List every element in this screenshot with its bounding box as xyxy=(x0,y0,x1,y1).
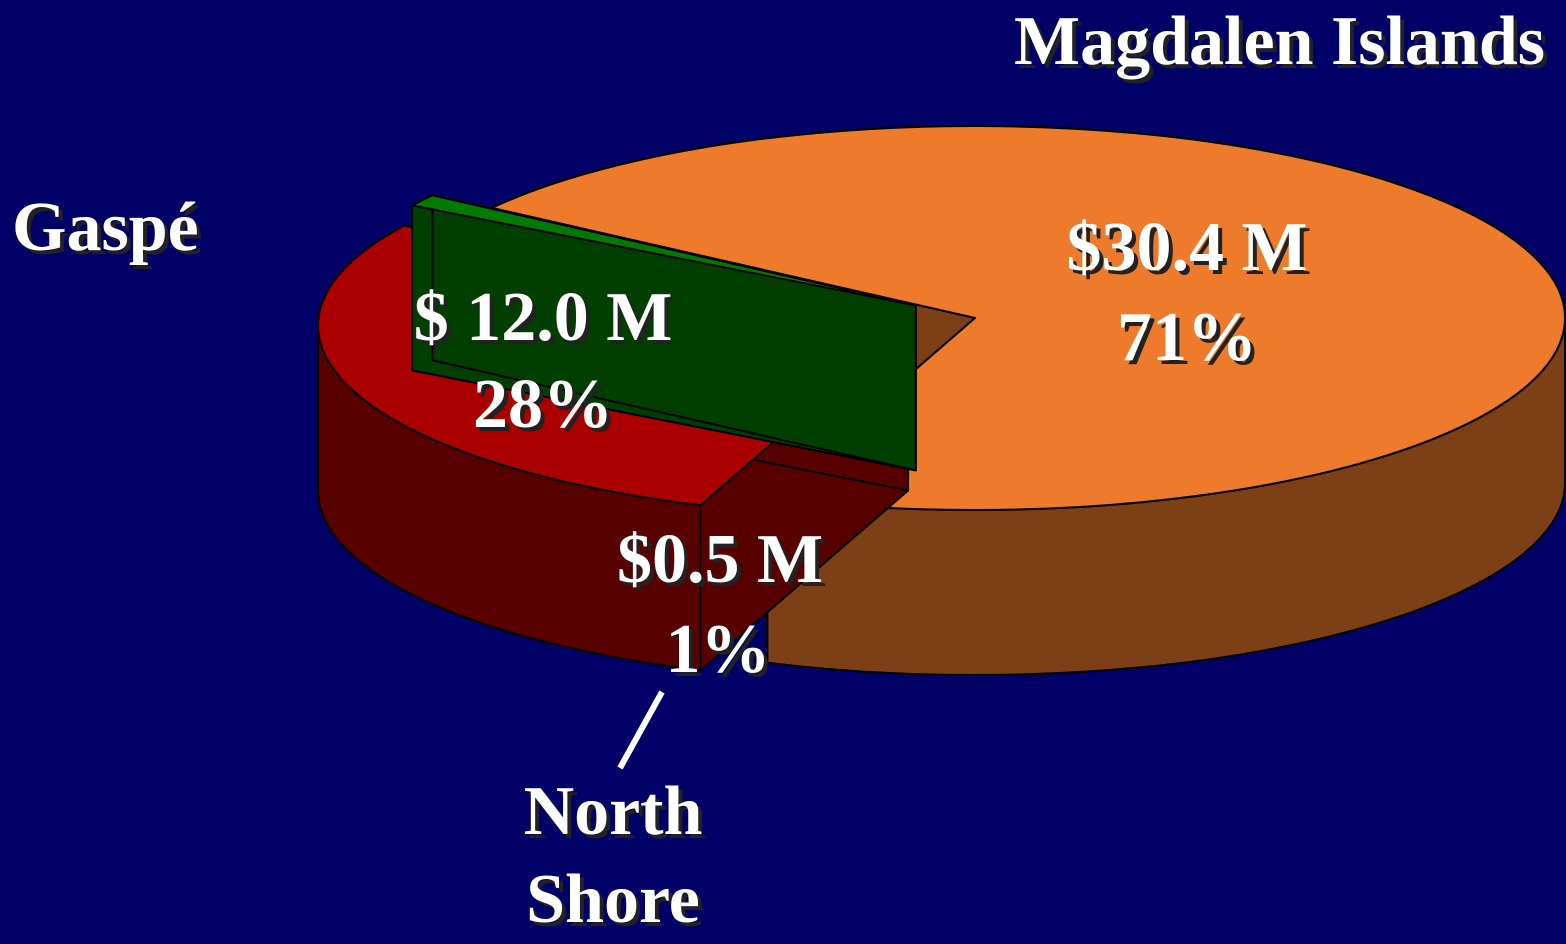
slice xyxy=(490,125,1566,511)
category-label: Gaspé xyxy=(12,189,199,266)
value-label: 1% xyxy=(665,611,771,688)
value-label: 71% xyxy=(1117,299,1257,376)
leader-line xyxy=(617,690,665,770)
amount-label: $0.5 M xyxy=(616,521,824,598)
amount-label: $30.4 M xyxy=(1066,209,1308,286)
value-label: 28% xyxy=(473,366,613,443)
category-label: Magdalen Islands xyxy=(1014,3,1545,80)
amount-label: $ 12.0 M xyxy=(413,279,673,356)
slice xyxy=(411,194,917,307)
category-label: North Shore xyxy=(523,773,703,938)
